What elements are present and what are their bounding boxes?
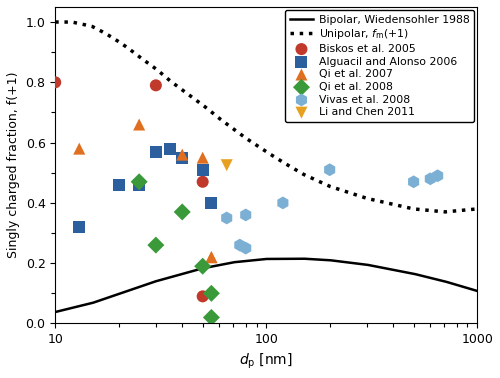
Alguacil and Alonso 2006 <box>114 182 122 188</box>
Biskos et al. 2005 <box>198 179 206 185</box>
Line: Bipolar, Wiedensohler 1988: Bipolar, Wiedensohler 1988 <box>55 259 477 312</box>
Alguacil and Alonso 2006 <box>198 167 206 173</box>
Vivas et al. 2008 <box>426 176 434 182</box>
Alguacil and Alonso 2006 <box>76 224 84 230</box>
Alguacil and Alonso 2006 <box>135 182 143 188</box>
Qi et al. 2007 <box>198 155 206 161</box>
Y-axis label: Singly charged fraction, f(+1): Singly charged fraction, f(+1) <box>7 72 20 259</box>
Alguacil and Alonso 2006 <box>208 200 216 206</box>
Qi et al. 2007 <box>135 121 143 127</box>
Unipolar, $f_\mathrm{m}$(+1) <box>304 174 310 178</box>
Bipolar, Wiedensohler 1988 <box>465 286 471 290</box>
Vivas et al. 2008 <box>236 242 244 248</box>
Unipolar, $f_\mathrm{m}$(+1) <box>441 210 447 214</box>
Unipolar, $f_\mathrm{m}$(+1) <box>280 160 286 165</box>
Alguacil and Alonso 2006 <box>166 146 174 152</box>
Unipolar, $f_\mathrm{m}$(+1) <box>465 208 471 212</box>
Vivas et al. 2008 <box>242 245 250 251</box>
Vivas et al. 2008 <box>242 212 250 218</box>
Qi et al. 2007 <box>76 146 84 152</box>
Line: Unipolar, $f_\mathrm{m}$(+1): Unipolar, $f_\mathrm{m}$(+1) <box>55 22 477 212</box>
Unipolar, $f_\mathrm{m}$(+1) <box>474 207 480 211</box>
Bipolar, Wiedensohler 1988 <box>300 256 306 261</box>
Alguacil and Alonso 2006 <box>178 155 186 161</box>
Vivas et al. 2008 <box>410 179 418 185</box>
Biskos et al. 2005 <box>152 82 160 88</box>
Qi et al. 2007 <box>178 152 186 158</box>
Legend: Bipolar, Wiedensohler 1988, Unipolar, $f_\mathrm{m}$(+1), Biskos et al. 2005, Al: Bipolar, Wiedensohler 1988, Unipolar, $f… <box>285 10 474 122</box>
Qi et al. 2008 <box>208 314 216 321</box>
Qi et al. 2008 <box>135 179 143 185</box>
Qi et al. 2008 <box>208 290 216 296</box>
Bipolar, Wiedensohler 1988 <box>474 289 480 293</box>
Vivas et al. 2008 <box>434 173 442 179</box>
Qi et al. 2007 <box>208 254 216 260</box>
Bipolar, Wiedensohler 1988 <box>52 310 58 314</box>
Vivas et al. 2008 <box>222 215 230 221</box>
Bipolar, Wiedensohler 1988 <box>252 258 258 262</box>
Qi et al. 2008 <box>198 263 206 269</box>
Bipolar, Wiedensohler 1988 <box>399 269 405 274</box>
Qi et al. 2008 <box>152 242 160 248</box>
Qi et al. 2008 <box>178 209 186 215</box>
Biskos et al. 2005 <box>198 293 206 299</box>
Qi et al. 2007 <box>208 254 216 260</box>
Unipolar, $f_\mathrm{m}$(+1) <box>252 143 258 147</box>
Unipolar, $f_\mathrm{m}$(+1) <box>52 20 58 24</box>
Bipolar, Wiedensohler 1988 <box>255 257 261 262</box>
Unipolar, $f_\mathrm{m}$(+1) <box>398 204 404 208</box>
Alguacil and Alonso 2006 <box>152 149 160 155</box>
Bipolar, Wiedensohler 1988 <box>280 257 286 261</box>
Biskos et al. 2005 <box>51 79 59 85</box>
Vivas et al. 2008 <box>279 200 287 206</box>
Li and Chen 2011 <box>222 162 230 168</box>
Bipolar, Wiedensohler 1988 <box>304 257 310 261</box>
Unipolar, $f_\mathrm{m}$(+1) <box>255 144 261 149</box>
X-axis label: $d_\mathrm{p}$ [nm]: $d_\mathrm{p}$ [nm] <box>240 352 293 371</box>
Vivas et al. 2008 <box>326 167 334 173</box>
